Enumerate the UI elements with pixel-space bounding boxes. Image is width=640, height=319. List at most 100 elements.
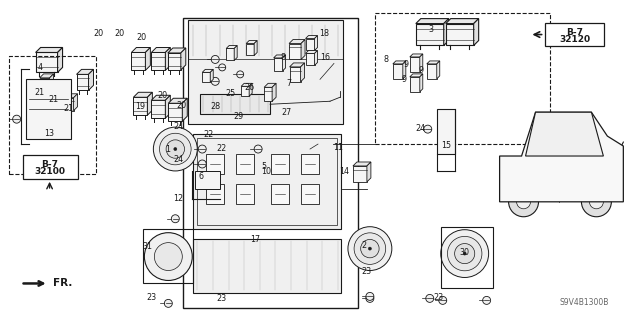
Circle shape bbox=[366, 294, 374, 302]
Bar bbox=[63, 98, 74, 111]
Circle shape bbox=[166, 140, 184, 158]
Polygon shape bbox=[314, 35, 317, 50]
Polygon shape bbox=[61, 84, 65, 101]
Polygon shape bbox=[74, 94, 77, 111]
Polygon shape bbox=[152, 95, 170, 100]
Bar bbox=[77, 74, 88, 90]
Text: 31: 31 bbox=[143, 242, 152, 251]
Polygon shape bbox=[410, 74, 423, 77]
Circle shape bbox=[426, 294, 434, 302]
Bar bbox=[26, 79, 70, 139]
Polygon shape bbox=[416, 19, 449, 24]
Polygon shape bbox=[165, 48, 170, 70]
Circle shape bbox=[424, 125, 432, 133]
Bar bbox=[305, 39, 314, 50]
Circle shape bbox=[483, 296, 491, 304]
Text: 8: 8 bbox=[280, 53, 285, 62]
Polygon shape bbox=[249, 83, 252, 96]
Polygon shape bbox=[168, 48, 186, 53]
Polygon shape bbox=[181, 48, 186, 70]
Circle shape bbox=[454, 243, 475, 263]
Polygon shape bbox=[301, 40, 305, 59]
Text: 13: 13 bbox=[44, 129, 54, 138]
Bar bbox=[152, 52, 165, 70]
Bar bbox=[264, 87, 272, 101]
Circle shape bbox=[172, 215, 179, 223]
Text: 20: 20 bbox=[157, 92, 167, 100]
Bar bbox=[193, 239, 341, 293]
Circle shape bbox=[509, 187, 538, 217]
Bar bbox=[305, 54, 314, 65]
Bar bbox=[226, 48, 234, 60]
Polygon shape bbox=[210, 70, 213, 82]
Polygon shape bbox=[445, 19, 479, 24]
Polygon shape bbox=[147, 92, 152, 115]
Polygon shape bbox=[289, 40, 305, 43]
Polygon shape bbox=[226, 46, 237, 48]
Circle shape bbox=[369, 247, 371, 250]
Polygon shape bbox=[410, 54, 423, 57]
Polygon shape bbox=[165, 95, 170, 118]
Text: 9: 9 bbox=[419, 66, 424, 75]
Polygon shape bbox=[133, 92, 152, 97]
Text: 25: 25 bbox=[225, 89, 236, 98]
Text: 1: 1 bbox=[166, 145, 170, 154]
Polygon shape bbox=[500, 112, 623, 202]
Bar bbox=[133, 97, 147, 115]
Circle shape bbox=[219, 64, 226, 71]
Text: 6: 6 bbox=[198, 173, 204, 182]
Text: 20: 20 bbox=[176, 101, 186, 110]
Text: 23: 23 bbox=[216, 294, 226, 303]
Polygon shape bbox=[40, 74, 54, 78]
Text: 32100: 32100 bbox=[34, 167, 65, 176]
Bar bbox=[168, 53, 181, 70]
Text: 20: 20 bbox=[115, 29, 125, 38]
Polygon shape bbox=[274, 55, 285, 58]
Polygon shape bbox=[49, 74, 54, 91]
Text: B-7: B-7 bbox=[566, 28, 583, 37]
Polygon shape bbox=[403, 61, 406, 79]
Polygon shape bbox=[427, 61, 440, 64]
Bar bbox=[195, 171, 220, 189]
Polygon shape bbox=[52, 84, 65, 88]
Polygon shape bbox=[63, 94, 77, 98]
Text: 10: 10 bbox=[261, 167, 271, 176]
Bar bbox=[193, 134, 341, 229]
Bar bbox=[200, 94, 270, 114]
Bar bbox=[52, 88, 61, 101]
Polygon shape bbox=[353, 162, 371, 166]
Polygon shape bbox=[182, 98, 188, 121]
Bar bbox=[445, 24, 474, 46]
Bar bbox=[236, 184, 254, 204]
Bar bbox=[183, 18, 358, 308]
Polygon shape bbox=[289, 63, 305, 67]
Text: S9V4B1300B: S9V4B1300B bbox=[559, 298, 609, 307]
Circle shape bbox=[361, 240, 379, 258]
Bar bbox=[375, 13, 550, 144]
Text: 5: 5 bbox=[261, 162, 266, 171]
Bar bbox=[271, 184, 289, 204]
Text: 27: 27 bbox=[282, 108, 292, 117]
Text: 12: 12 bbox=[173, 194, 183, 203]
Polygon shape bbox=[367, 162, 371, 182]
Bar bbox=[9, 56, 97, 174]
Bar bbox=[202, 72, 210, 82]
Circle shape bbox=[607, 156, 620, 168]
Bar bbox=[441, 227, 493, 288]
Bar bbox=[427, 64, 436, 79]
Polygon shape bbox=[283, 55, 285, 71]
Text: 24: 24 bbox=[416, 124, 426, 133]
Bar bbox=[289, 43, 301, 59]
Text: 30: 30 bbox=[460, 248, 469, 257]
Bar bbox=[274, 58, 283, 71]
Text: 21: 21 bbox=[49, 95, 59, 104]
Bar bbox=[416, 24, 444, 46]
Polygon shape bbox=[36, 48, 63, 52]
Circle shape bbox=[154, 127, 197, 171]
Polygon shape bbox=[131, 48, 150, 52]
Bar bbox=[246, 43, 254, 56]
Text: 4: 4 bbox=[38, 63, 43, 72]
Text: 2: 2 bbox=[362, 241, 367, 250]
Polygon shape bbox=[264, 83, 276, 87]
Bar bbox=[188, 19, 343, 124]
